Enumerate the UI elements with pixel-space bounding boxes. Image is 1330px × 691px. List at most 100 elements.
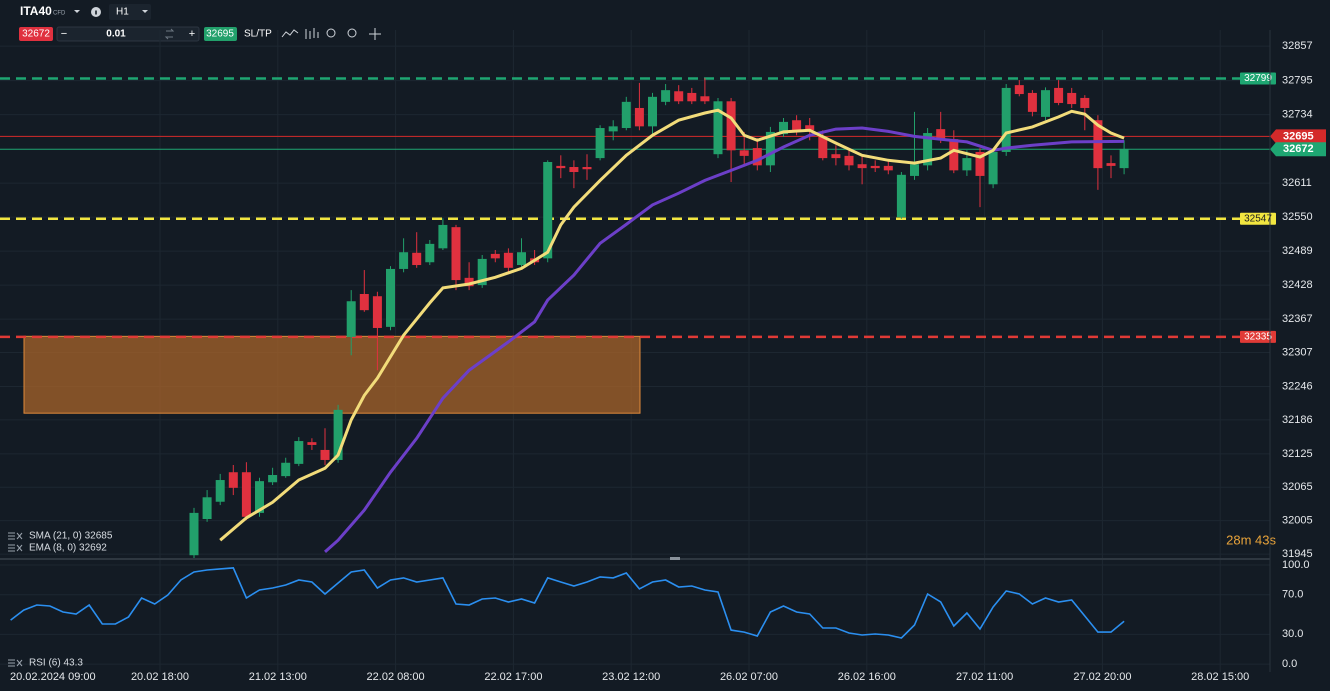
y-tick-label: 32005: [1282, 515, 1313, 527]
y-tick-label: 32428: [1282, 279, 1313, 291]
rsi-pane: [0, 560, 1270, 672]
candle-body: [490, 253, 500, 259]
candle-body: [320, 449, 330, 460]
level-label: 32335: [1244, 332, 1272, 343]
x-tick-label: 20.02 18:00: [131, 671, 189, 683]
price-label-box: [1270, 142, 1326, 157]
candles-icon[interactable]: [305, 28, 319, 39]
candle-body: [1054, 87, 1064, 103]
candle-body: [726, 101, 736, 151]
timeframe-box[interactable]: [109, 4, 151, 20]
y-tick-label: 32307: [1282, 346, 1313, 358]
ma-line: [324, 126, 1125, 554]
candle-body: [805, 125, 815, 131]
candle-body: [674, 91, 684, 102]
candle-body: [831, 154, 841, 159]
candle-body: [687, 92, 697, 102]
y-tick-label: 31945: [1282, 548, 1313, 560]
timeframe: H1: [116, 7, 129, 18]
candle-body: [1119, 149, 1129, 169]
level-label-box: [1240, 212, 1276, 225]
candle-body: [792, 120, 802, 131]
candle-body: [713, 101, 723, 155]
badge: CFD: [53, 11, 66, 17]
candle-body: [346, 301, 356, 337]
swap-icon: [164, 28, 175, 40]
indicator-icon[interactable]: [281, 29, 299, 38]
candle-body: [543, 162, 553, 259]
candle-body: [1001, 87, 1011, 152]
candle-body: [648, 96, 657, 127]
y-tick-label: 32489: [1282, 245, 1313, 257]
candle-body: [1041, 90, 1050, 117]
bid-price: 32672: [22, 29, 50, 40]
x-tick-label: 21.02 13:00: [249, 671, 307, 683]
candle-body: [621, 101, 631, 129]
legend-icon: [8, 544, 23, 552]
candle-body: [975, 151, 985, 176]
zoom-in[interactable]: [347, 28, 357, 38]
candle-body: [386, 268, 395, 327]
ma-line: [219, 108, 1125, 542]
candle-body: [910, 164, 919, 176]
x-tick-label: 22.02 17:00: [484, 671, 542, 683]
candle-body: [1080, 97, 1090, 108]
legend-entry: EMA (8, 0) 32692: [29, 543, 107, 554]
candle-body: [818, 136, 828, 159]
candle-body: [399, 252, 409, 269]
level-label: 32799: [1244, 73, 1272, 84]
candle-body: [241, 472, 251, 517]
candle-body: [372, 296, 382, 328]
x-tick-label: 23.02 12:00: [602, 671, 660, 683]
y-tick-label: 32734: [1282, 109, 1313, 121]
level-label: 32547: [1244, 213, 1272, 224]
price-pane: [0, 30, 1270, 558]
candle-body: [608, 126, 618, 132]
candle-body: [752, 148, 762, 166]
x-tick-label: 22.02 08:00: [367, 671, 425, 683]
price-label: 32695: [1283, 130, 1314, 142]
legend-icon: [8, 532, 23, 540]
move-icon[interactable]: [369, 28, 381, 40]
y-tick-label: 32795: [1282, 75, 1313, 87]
minus[interactable]: −: [61, 28, 67, 40]
y-tick-label: 32125: [1282, 448, 1313, 460]
candle-body: [438, 224, 448, 249]
sell-button[interactable]: [19, 27, 53, 41]
x-tick-label: 27.02 11:00: [956, 671, 1013, 683]
volume-input[interactable]: [56, 26, 200, 42]
x-tick-label: 26.02 07:00: [720, 671, 778, 683]
rsi-tick-label: 30.0: [1282, 628, 1303, 640]
candle-body: [255, 481, 264, 513]
y-tick-label: 32550: [1282, 211, 1313, 223]
buy-button[interactable]: [204, 27, 237, 41]
candle-body: [556, 165, 566, 169]
candle-body: [307, 442, 317, 445]
candle-body: [1106, 163, 1116, 166]
y-tick-label: 32611: [1282, 177, 1312, 189]
candle-body: [936, 129, 946, 140]
candle-body: [451, 227, 461, 281]
candle-body: [870, 165, 880, 169]
pane-handle[interactable]: [670, 557, 680, 560]
candle-body: [923, 133, 933, 166]
ask-price: 32695: [206, 29, 234, 40]
y-tick-label: 32857: [1282, 40, 1313, 52]
plus[interactable]: +: [189, 28, 195, 40]
candle-body: [883, 165, 893, 171]
rsi-line: [10, 567, 1125, 639]
symbol[interactable]: ITA40: [20, 4, 52, 18]
sltp[interactable]: SL/TP: [244, 29, 272, 40]
y-tick-label: 32065: [1282, 481, 1313, 493]
candle-body: [739, 150, 749, 156]
candle-body: [1093, 120, 1103, 169]
candle-body: [634, 107, 644, 127]
candle-body: [857, 164, 867, 169]
zoom-out[interactable]: [326, 28, 336, 38]
y-tick-label: 32246: [1282, 380, 1313, 392]
x-tick-label: 20.02.2024 09:00: [10, 671, 96, 683]
y-tick-label: 32367: [1282, 313, 1313, 325]
candle-body: [477, 258, 487, 286]
symbol-dropdown[interactable]: [74, 10, 80, 13]
